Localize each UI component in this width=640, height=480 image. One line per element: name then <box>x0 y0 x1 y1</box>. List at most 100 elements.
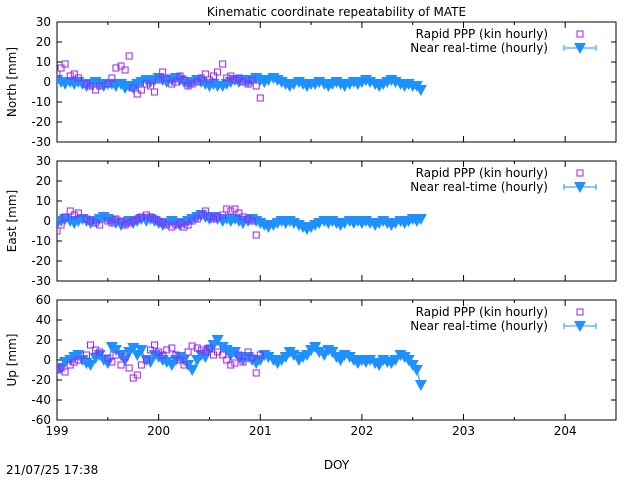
y-tick-label: -10 <box>31 234 51 248</box>
rapid-point <box>74 74 82 82</box>
rapid-point <box>92 346 100 354</box>
rapid-point <box>121 221 129 229</box>
legend-label-nrt: Near real-time (hourly) <box>410 319 548 333</box>
rapid-point <box>142 211 150 219</box>
y-tick-label: -30 <box>31 274 51 288</box>
rapid-point <box>159 351 167 359</box>
rapid-point <box>155 217 163 225</box>
rapid-point <box>231 205 239 213</box>
nrt-point <box>414 380 427 391</box>
rapid-point <box>176 72 184 80</box>
y-axis-label: North [mm] <box>5 47 19 117</box>
rapid-point <box>210 215 218 223</box>
rapid-point <box>108 74 116 82</box>
rapid-point <box>57 70 61 78</box>
y-tick-label: -60 <box>31 413 51 427</box>
rapid-point <box>117 62 125 70</box>
rapid-point <box>188 217 196 225</box>
rapid-point <box>142 80 150 88</box>
rapid-point <box>70 358 78 366</box>
rapid-point <box>104 80 112 88</box>
series-near-real-time <box>57 210 427 235</box>
y-tick-label: -20 <box>31 254 51 268</box>
rapid-point <box>66 207 74 215</box>
rapid-point <box>104 354 112 362</box>
legend-marker-rapid <box>576 308 584 316</box>
rapid-point <box>193 344 201 352</box>
y-tick-label: 0 <box>43 75 51 89</box>
y-tick-label: -20 <box>31 115 51 129</box>
rapid-point <box>133 215 141 223</box>
y-tick-label: 0 <box>43 353 51 367</box>
rapid-point <box>82 80 90 88</box>
rapid-point <box>248 217 256 225</box>
rapid-point <box>205 76 213 84</box>
rapid-point <box>82 215 90 223</box>
nrt-point <box>135 345 148 356</box>
y-tick-label: 10 <box>36 194 51 208</box>
x-tick-label: 200 <box>147 424 170 438</box>
rapid-point <box>112 215 120 223</box>
chart-panels: -30 -20 -10 0 10 20 30 North [mm] Rapid PPP (kin… <box>5 15 617 438</box>
rapid-point <box>188 342 196 350</box>
rapid-point <box>151 215 159 223</box>
rapid-point <box>244 80 252 88</box>
rapid-point <box>201 348 209 356</box>
x-tick-label: 199 <box>46 424 69 438</box>
rapid-point <box>159 219 167 227</box>
series-rapid-ppp <box>57 341 264 382</box>
rapid-point <box>168 80 176 88</box>
x-tick-label: 204 <box>554 424 577 438</box>
rapid-point <box>121 353 129 361</box>
y-tick-label: -30 <box>31 135 51 149</box>
y-tick-label: 20 <box>36 35 51 49</box>
rapid-point <box>214 213 222 221</box>
rapid-point <box>163 74 171 82</box>
rapid-point <box>180 76 188 84</box>
x-tick-label: 202 <box>350 424 373 438</box>
rapid-point <box>96 221 104 229</box>
rapid-point <box>172 351 180 359</box>
rapid-point <box>201 207 209 215</box>
rapid-point <box>244 348 252 356</box>
rapid-point <box>219 60 227 68</box>
rapid-point <box>227 207 235 215</box>
rapid-point <box>147 213 155 221</box>
rapid-point <box>172 221 180 229</box>
rapid-point <box>87 341 95 349</box>
y-tick-label: -20 <box>31 373 51 387</box>
rapid-point <box>159 68 167 76</box>
y-tick-label: 30 <box>36 15 51 29</box>
rapid-point <box>197 74 205 82</box>
rapid-point <box>184 82 192 90</box>
rapid-point <box>96 348 104 356</box>
rapid-point <box>66 72 74 80</box>
x-tick-label: 201 <box>249 424 272 438</box>
rapid-point <box>87 217 95 225</box>
rapid-point <box>176 219 184 227</box>
rapid-point <box>112 64 120 72</box>
series-near-real-time <box>57 73 427 96</box>
panel-north: -30 -20 -10 0 10 20 30 North [mm] Rapid PPP (kin… <box>5 15 617 149</box>
legend-marker-nrt <box>574 43 586 54</box>
rapid-point <box>219 351 227 359</box>
rapid-point <box>125 219 133 227</box>
rapid-point <box>223 74 231 82</box>
rapid-point <box>235 351 243 359</box>
rapid-point <box>239 213 247 221</box>
rapid-point <box>244 215 252 223</box>
rapid-point <box>137 361 145 369</box>
y-tick-label: 60 <box>36 293 51 307</box>
rapid-point <box>188 80 196 88</box>
rapid-point <box>117 217 125 225</box>
rapid-point <box>252 82 260 90</box>
rapid-point <box>193 215 201 223</box>
rapid-point <box>197 346 205 354</box>
rapid-point <box>96 82 104 90</box>
rapid-point <box>223 356 231 364</box>
legend-label-rapid: Rapid PPP (kin hourly) <box>416 27 548 41</box>
y-tick-label: 40 <box>36 313 51 327</box>
y-tick-label: 20 <box>36 174 51 188</box>
rapid-point <box>205 344 213 352</box>
rapid-point <box>125 52 133 60</box>
